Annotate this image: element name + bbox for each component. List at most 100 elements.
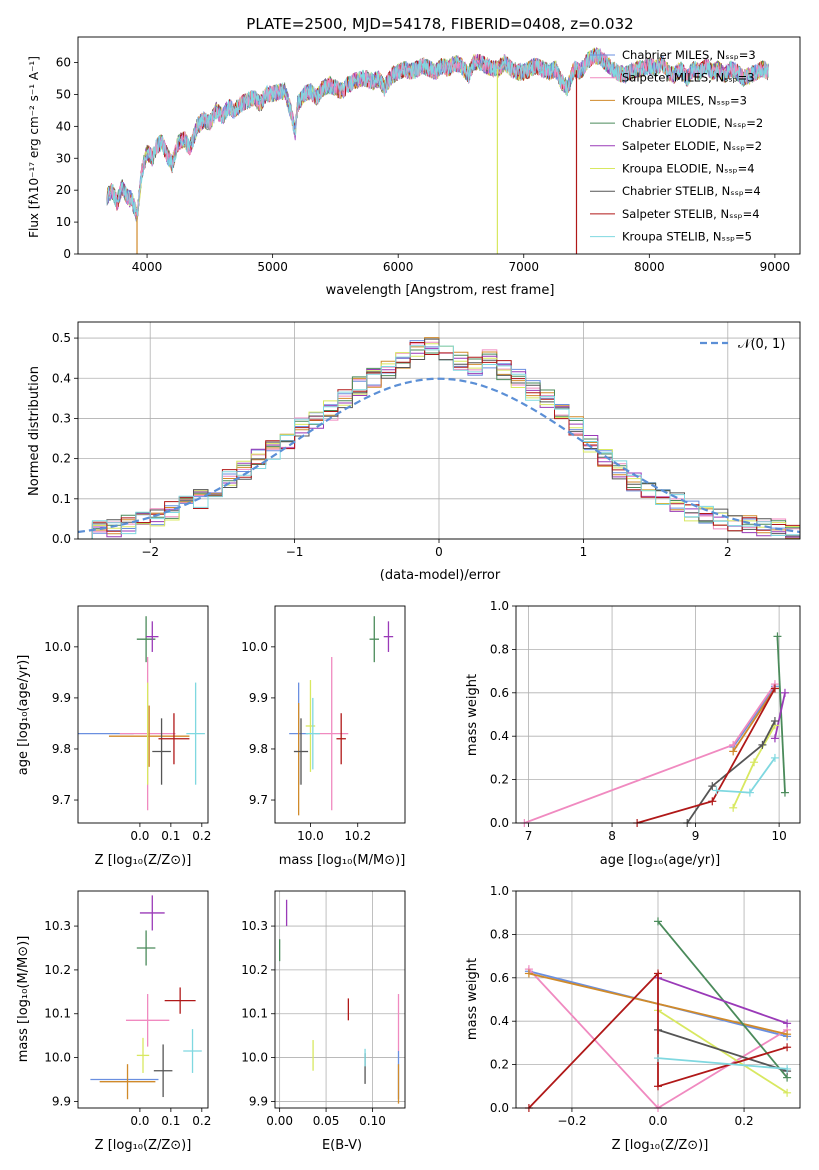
mass-vs-metallicity-panel: 0.0 0.1 0.2 9.9 10.0 10.1 10.2 10.3 [44,890,211,1128]
plot-frame [515,605,801,824]
y-tick-label: 9.9 [249,691,268,705]
mass-weight-line [776,636,786,793]
y-tick-label: 50 [56,87,71,101]
y-tick-label: 0.8 [490,927,509,941]
x-tick-label: 0.1 [161,1114,180,1128]
y-tick-label: 9.7 [52,793,71,807]
y-tick-label: 0.4 [490,729,509,743]
plot-frame [77,36,801,255]
y-tick-label: 0.6 [490,971,509,985]
y-tick-label: 0.4 [52,371,71,385]
gaussian-curve [78,377,800,534]
x-tick-label: 10.2 [344,829,371,843]
spectrum-panel: 4000 5000 6000 7000 8000 9000 0 10 20 30 40 50 60 Cha… [56,36,801,274]
legend-label: Salpeter ELODIE, Nₛₛₚ=2 [622,139,762,153]
age-vs-mass-panel: 10.0 10.2 9.7 9.8 9.9 10.0 [241,605,406,843]
y-tick-label: 40 [56,119,71,133]
ebv-xlabel: E(B-V) [322,1138,362,1153]
legend-label: Salpeter STELIB, Nₛₛₚ=4 [622,207,760,221]
y-tick-label: 10.3 [44,919,71,933]
x-tick-label: 1 [580,545,588,559]
y-tick-label: 0.3 [52,411,71,425]
legend-label: Chabrier MILES, Nₛₛₚ=3 [622,48,756,62]
y-tick-label: 10.1 [241,1007,268,1021]
x-tick-label: 7000 [508,260,539,274]
mass-weight-line [657,920,788,1079]
y-tick-label: 0.2 [490,1058,509,1072]
mw-ylabel-bottom: mass weight [465,958,480,1040]
y-tick-label: 9.8 [52,742,71,756]
age-vs-metallicity-panel: 0.0 0.1 0.2 9.7 9.8 9.9 10.0 [44,605,211,843]
mass-weight-line [524,683,776,823]
y-tick-label: 10.3 [241,919,268,933]
y-tick-label: 9.7 [249,793,268,807]
y-tick-label: 30 [56,151,71,165]
x-tick-label: 10 [771,829,786,843]
y-tick-label: 10.0 [44,640,71,654]
x-tick-label: 0.2 [735,1114,754,1128]
mass-weight-line [657,1057,788,1070]
x-tick-label: 0.2 [192,829,211,843]
z-xlabel-top: Z [log₁₀(Z/Z⊙)] [95,853,192,868]
x-tick-label: 5000 [257,260,288,274]
x-tick-label: −1 [286,545,304,559]
x-tick-label: 6000 [383,260,414,274]
z-xlabel-right: Z [log₁₀(Z/Z⊙)] [612,1138,709,1153]
plot-frame [274,890,406,1109]
x-tick-label: 2 [724,545,732,559]
x-tick-label: −2 [141,545,159,559]
mass-weight-line [657,1029,788,1072]
plot-frame [77,321,801,540]
x-tick-label: 0.00 [266,1114,293,1128]
y-tick-label: 10.0 [241,640,268,654]
legend-label: Kroupa MILES, Nₛₛₚ=3 [622,93,747,107]
y-tick-label: 10.0 [241,1051,268,1065]
y-tick-label: 0.2 [490,773,509,787]
mass-xlabel: mass [log₁₀(M/M⊙)] [279,853,406,868]
legend-label: Kroupa STELIB, Nₛₛₚ=5 [622,230,752,244]
y-tick-label: 0.6 [490,686,509,700]
mass-vs-ebv-panel: 0.00 0.05 0.10 9.9 10.0 10.1 10.2 10.3 [241,890,406,1128]
legend-label: Chabrier STELIB, Nₛₛₚ=4 [622,184,761,198]
x-tick-label: 0.0 [130,829,149,843]
hist-xlabel: (data-model)/error [380,568,501,583]
y-tick-label: 60 [56,56,71,70]
y-tick-label: 0.2 [52,452,71,466]
x-tick-label: 0.0 [648,1114,667,1128]
plot-frame [77,890,209,1109]
x-tick-label: 9000 [760,260,791,274]
mass-weight-line [528,968,788,1108]
age-xlabel: age [log₁₀(age/yr)] [600,853,721,868]
legend-label: Chabrier ELODIE, Nₛₛₚ=2 [622,116,763,130]
y-tick-label: 10 [56,215,71,229]
x-tick-label: 0.1 [161,829,180,843]
plot-frame [274,605,406,824]
legend-label: Kroupa ELODIE, Nₛₛₚ=4 [622,162,755,176]
y-tick-label: 0 [63,247,71,261]
x-tick-label: 8 [608,829,616,843]
mass-weight-line [732,685,776,748]
y-tick-label: 9.9 [52,691,71,705]
mass-weight-vs-metallicity-panel: −0.2 0.0 0.2 0.0 0.2 0.4 0.6 0.8 1.0 [490,884,801,1128]
x-tick-label: 0.05 [313,1114,340,1128]
figure-title: PLATE=2500, MJD=54178, FIBERID=0408, z=0… [246,15,633,33]
y-tick-label: 1.0 [490,884,509,898]
x-tick-label: −0.2 [557,1114,586,1128]
x-tick-label: 8000 [634,260,665,274]
hist-ylabel: Normed distribution [27,366,42,496]
y-tick-label: 20 [56,183,71,197]
mw-ylabel-top: mass weight [465,674,480,756]
y-tick-label: 9.8 [249,742,268,756]
age-ylabel: age [log₁₀(age/yr)] [16,655,31,776]
y-tick-label: 9.9 [52,1094,71,1108]
mass-weight-vs-age-panel: 7 8 9 10 0.0 0.2 0.4 0.6 0.8 1.0 [490,599,801,843]
y-tick-label: 10.1 [44,1007,71,1021]
plot-frame [77,605,209,824]
legend-label: 𝒩(0, 1) [738,337,785,352]
x-tick-label: 10.0 [297,829,324,843]
y-tick-label: 1.0 [490,599,509,613]
mass-weight-line [657,1009,788,1094]
spectrum-ylabel: Flux [fλ10⁻¹⁷ erg cm⁻² s⁻¹ A⁻¹] [27,56,41,238]
spectrum-line [106,48,769,220]
residual-histogram-panel: −2 −1 0 1 2 0.0 0.1 0.2 0.3 0.4 0.5 𝒩(0, 1) [52,321,801,559]
